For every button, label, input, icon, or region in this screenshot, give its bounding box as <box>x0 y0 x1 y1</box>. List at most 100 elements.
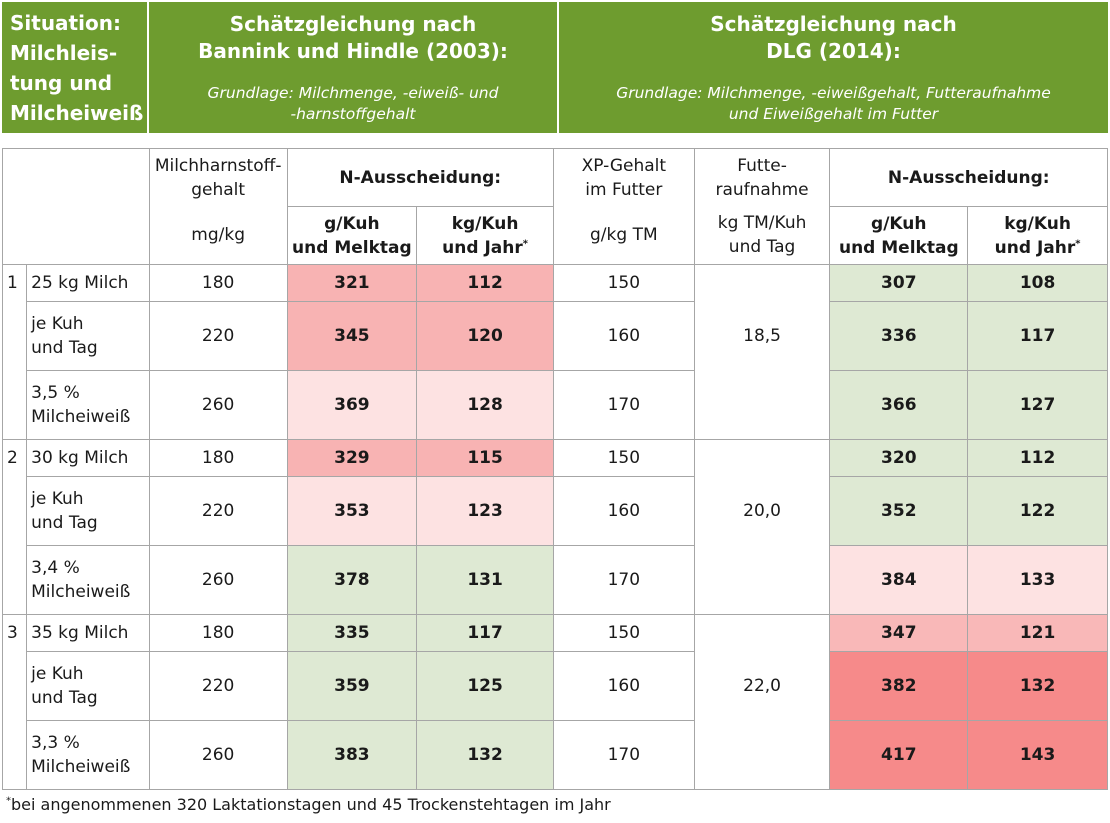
row-number <box>1 370 27 440</box>
futter-cell: 20,0 <box>693 476 831 546</box>
harnstoff-cell: 180 <box>148 439 288 477</box>
table-row: 1 25 kg Milch 180 321 112 150 307 108 <box>1 264 1108 302</box>
situation-header: Situation: Milchleis- tung und Milcheiwe… <box>2 2 147 133</box>
futter-cell <box>693 439 831 477</box>
row-label: je Kuh und Tag <box>26 301 150 371</box>
dlg-kg-cell: 143 <box>967 720 1108 790</box>
bannink-kg-cell: 115 <box>416 439 554 477</box>
unit-line: kg/Kuh <box>1004 213 1071 234</box>
xp-cell: 160 <box>552 301 695 371</box>
row-label: 3,5 % Milcheiweiß <box>26 370 150 440</box>
row-label: 30 kg Milch <box>26 439 150 477</box>
footnote-marker: * <box>1075 237 1081 249</box>
dlg-kg-cell: 122 <box>967 476 1108 546</box>
header-row: Milchharnstoff- gehalt N-Ausscheidung: X… <box>2 148 1108 207</box>
unit-text: und Jahr <box>442 237 523 258</box>
table-row: je Kuh und Tag 220 353 123 160 20,0 352 122 <box>1 476 1108 546</box>
bannink-g-cell: 378 <box>286 545 418 615</box>
unit-text: und Jahr <box>994 237 1076 258</box>
row-label: 3,3 % Milcheiweiß <box>26 720 150 790</box>
row-label-line: und Tag <box>31 338 98 358</box>
dlg-kg-cell: 112 <box>967 439 1108 477</box>
unit-line: und Jahr* <box>968 236 1107 260</box>
row-label-line: Milcheiweiß <box>31 582 131 602</box>
row-label: 35 kg Milch <box>26 614 150 652</box>
table-row: 3,4 % Milcheiweiß 260 378 131 170 384 133 <box>1 545 1108 615</box>
bannink-g-cell: 359 <box>286 651 418 721</box>
futter-cell <box>693 264 831 302</box>
dlg-subtitle-line: Grundlage: Milchmenge, -eiweißgehalt, Fu… <box>616 83 1051 102</box>
xp-cell: 160 <box>552 651 695 721</box>
unit-line: g/Kuh <box>871 213 927 234</box>
table-row: je Kuh und Tag 220 345 120 160 18,5 336 117 <box>1 301 1108 371</box>
bannink-kg-cell: 120 <box>416 301 554 371</box>
harnstoff-cell: 180 <box>148 264 288 302</box>
row-number <box>1 720 27 790</box>
col-head-futter: Futte- raufnahme <box>693 148 831 207</box>
dlg-header: Schätzgleichung nach DLG (2014): Grundla… <box>559 2 1108 133</box>
unit-line: und Tag <box>728 237 796 258</box>
row-number: 3 <box>1 614 27 652</box>
row-label-line: 25 kg Milch <box>31 273 129 293</box>
unit-xp: g/kg TM <box>552 206 695 265</box>
row-label-line: 3,4 % <box>31 558 80 578</box>
row-label: 3,4 % Milcheiweiß <box>26 545 150 615</box>
dlg-kg-cell: 121 <box>967 614 1108 652</box>
row-label-line: und Tag <box>31 688 98 708</box>
dlg-g-cell: 352 <box>829 476 969 546</box>
harnstoff-cell: 220 <box>148 476 288 546</box>
dlg-kg-cell: 108 <box>967 264 1108 302</box>
empty-cell <box>2 148 150 207</box>
col-head-line: gehalt <box>191 179 246 200</box>
col-head-xp: XP-Gehalt im Futter <box>552 148 695 207</box>
row-label-line: 3,5 % <box>31 383 80 403</box>
dlg-subtitle-line: und Eiweißgehalt im Futter <box>728 104 939 123</box>
dlg-g-cell: 384 <box>829 545 969 615</box>
unit-kg-kuh-bannink: kg/Kuh und Jahr* <box>416 206 554 265</box>
dlg-g-cell: 417 <box>829 720 969 790</box>
dlg-kg-cell: 117 <box>967 301 1108 371</box>
bannink-kg-cell: 131 <box>416 545 554 615</box>
dlg-kg-cell: 133 <box>967 545 1108 615</box>
row-number <box>1 301 27 371</box>
unit-line: und Jahr* <box>417 236 553 260</box>
futter-cell: 18,5 <box>693 301 831 371</box>
bannink-g-cell: 369 <box>286 370 418 440</box>
row-number <box>1 651 27 721</box>
n-excretion-table: Milchharnstoff- gehalt N-Ausscheidung: X… <box>1 148 1108 790</box>
harnstoff-cell: 260 <box>148 720 288 790</box>
bannink-kg-cell: 125 <box>416 651 554 721</box>
footnote-text: bei angenommenen 320 Laktationstagen und… <box>11 795 611 814</box>
col-head-n-dlg: N-Ausscheidung: <box>829 148 1108 207</box>
situation-line: tung und <box>10 70 113 95</box>
xp-cell: 170 <box>552 720 695 790</box>
row-label-line: Milcheiweiß <box>31 757 131 777</box>
row-label-line: je Kuh <box>31 489 84 509</box>
dlg-g-cell: 336 <box>829 301 969 371</box>
unit-futter: kg TM/Kuh und Tag <box>693 206 831 265</box>
unit-line: und Melktag <box>838 237 959 258</box>
dlg-title: DLG (2014): <box>766 38 901 63</box>
harnstoff-cell: 260 <box>148 370 288 440</box>
row-label: 25 kg Milch <box>26 264 150 302</box>
bannink-g-cell: 321 <box>286 264 418 302</box>
bannink-title: Bannink und Hindle (2003): <box>198 38 508 63</box>
futter-cell <box>693 720 831 790</box>
table-row: 3 35 kg Milch 180 335 117 150 347 121 <box>1 614 1108 652</box>
row-label-line: Milcheiweiß <box>31 407 131 427</box>
bannink-subtitle-line: -harnstoffgehalt <box>290 104 416 123</box>
situation-line: Milchleis- <box>10 40 118 65</box>
col-head-line: Futte- <box>737 155 787 176</box>
bannink-g-cell: 335 <box>286 614 418 652</box>
row-label-line: je Kuh <box>31 314 84 334</box>
unit-g-kuh-dlg: g/Kuh und Melktag <box>829 206 969 265</box>
bannink-g-cell: 345 <box>286 301 418 371</box>
unit-harnstoff: mg/kg <box>148 206 288 265</box>
bannink-header: Schätzgleichung nach Bannink und Hindle … <box>149 2 557 133</box>
xp-cell: 150 <box>552 264 695 302</box>
xp-cell: 150 <box>552 614 695 652</box>
dlg-g-cell: 307 <box>829 264 969 302</box>
col-head-line: im Futter <box>585 179 663 200</box>
row-label: je Kuh und Tag <box>26 476 150 546</box>
row-label: je Kuh und Tag <box>26 651 150 721</box>
